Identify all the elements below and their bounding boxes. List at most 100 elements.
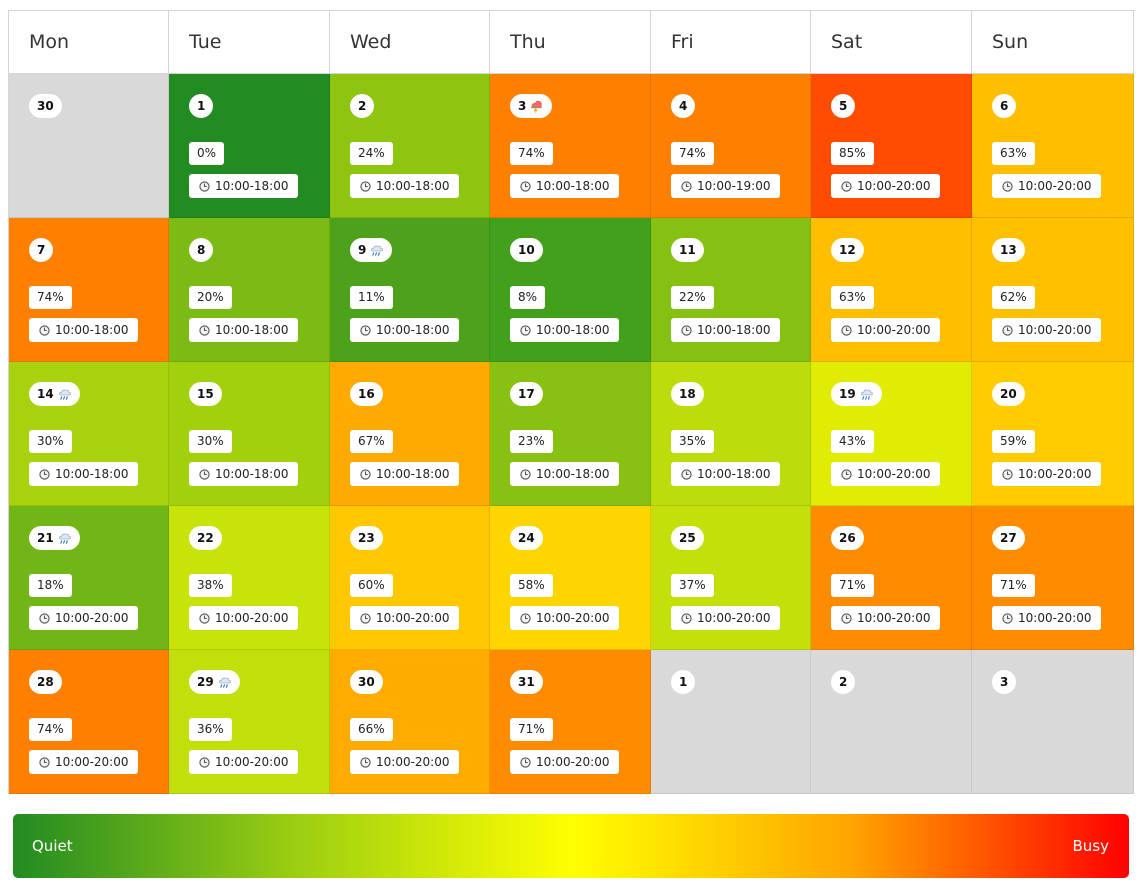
- day-number: 8: [197, 243, 206, 257]
- calendar-day[interactable]: 2 24% 10:00-18:00: [330, 74, 490, 218]
- calendar-day[interactable]: 30 66% 10:00-20:00: [330, 650, 490, 794]
- weekday-header-thu: Thu: [490, 11, 651, 74]
- calendar-day[interactable]: 16 67% 10:00-18:00: [330, 362, 490, 506]
- clock-icon: [360, 756, 371, 768]
- calendar-day[interactable]: 26 71% 10:00-20:00: [811, 506, 972, 650]
- day-number: 20: [1000, 387, 1017, 401]
- opening-hours: 10:00-20:00: [671, 606, 780, 630]
- opening-hours-text: 10:00-18:00: [55, 323, 129, 337]
- opening-hours: 10:00-18:00: [510, 318, 619, 342]
- day-number: 18: [679, 387, 696, 401]
- day-number-badge: 24: [510, 526, 543, 550]
- opening-hours: 10:00-18:00: [350, 462, 459, 486]
- day-number: 22: [197, 531, 214, 545]
- calendar-day[interactable]: 5 85% 10:00-20:00: [811, 74, 972, 218]
- clock-icon: [841, 324, 852, 336]
- day-number-badge: 21: [29, 526, 80, 550]
- busyness-percent: 71%: [831, 574, 874, 597]
- day-number: 6: [1000, 99, 1009, 113]
- calendar-day-outside-month[interactable]: 1: [651, 650, 811, 794]
- day-number-badge: 1: [671, 670, 696, 694]
- calendar-day[interactable]: 31 71% 10:00-20:00: [490, 650, 651, 794]
- calendar-day[interactable]: 17 23% 10:00-18:00: [490, 362, 651, 506]
- clock-icon: [39, 756, 50, 768]
- opening-hours-text: 10:00-20:00: [536, 755, 610, 769]
- day-number-badge: 10: [510, 238, 543, 262]
- opening-hours-text: 10:00-18:00: [376, 467, 450, 481]
- day-number: 30: [37, 99, 54, 113]
- clock-icon: [520, 756, 531, 768]
- opening-hours: 10:00-19:00: [671, 174, 780, 198]
- calendar-day[interactable]: 23 60% 10:00-20:00: [330, 506, 490, 650]
- day-number-badge: 9: [350, 238, 393, 262]
- rain-cloud-icon: [218, 677, 231, 688]
- calendar-day[interactable]: 1 0% 10:00-18:00: [169, 74, 330, 218]
- calendar-day[interactable]: 10 8% 10:00-18:00: [490, 218, 651, 362]
- opening-hours: 10:00-20:00: [831, 318, 940, 342]
- clock-icon: [199, 180, 210, 192]
- opening-hours: 10:00-18:00: [671, 462, 780, 486]
- opening-hours-text: 10:00-20:00: [857, 179, 931, 193]
- opening-hours: 10:00-18:00: [510, 174, 619, 198]
- day-number: 3: [518, 99, 527, 113]
- busyness-percent: 22%: [671, 286, 714, 309]
- calendar-day[interactable]: 4 74% 10:00-19:00: [651, 74, 811, 218]
- calendar-day[interactable]: 13 62% 10:00-20:00: [972, 218, 1134, 362]
- clock-icon: [841, 612, 852, 624]
- calendar-day[interactable]: 24 58% 10:00-20:00: [490, 506, 651, 650]
- day-number: 7: [37, 243, 46, 257]
- clock-icon: [360, 180, 371, 192]
- busyness-percent: 30%: [29, 430, 72, 453]
- calendar-day[interactable]: 11 22% 10:00-18:00: [651, 218, 811, 362]
- calendar-day[interactable]: 8 20% 10:00-18:00: [169, 218, 330, 362]
- weekday-header-fri: Fri: [651, 11, 811, 74]
- calendar-day-outside-month[interactable]: 2: [811, 650, 972, 794]
- calendar-day-outside-month[interactable]: 30: [9, 74, 169, 218]
- calendar-day[interactable]: 27 71% 10:00-20:00: [972, 506, 1134, 650]
- busyness-percent: 63%: [992, 142, 1035, 165]
- calendar-day[interactable]: 7 74% 10:00-18:00: [9, 218, 169, 362]
- calendar-day[interactable]: 9 11% 10:00-18:00: [330, 218, 490, 362]
- calendar-day[interactable]: 29 36% 10:00-20:00: [169, 650, 330, 794]
- day-number-badge: 30: [350, 670, 383, 694]
- day-number-badge: 11: [671, 238, 704, 262]
- busyness-percent: 74%: [29, 718, 72, 741]
- opening-hours: 10:00-20:00: [992, 462, 1101, 486]
- weekday-header-row: Mon Tue Wed Thu Fri Sat Sun: [9, 11, 1135, 74]
- clock-icon: [841, 468, 852, 480]
- week-row: 21 18% 10:00-20:00 22 38% 10:00-20:00 23 60% 10:…: [9, 506, 1135, 650]
- calendar-day[interactable]: 28 74% 10:00-20:00: [9, 650, 169, 794]
- opening-hours-text: 10:00-20:00: [1018, 467, 1092, 481]
- busyness-percent: 24%: [350, 142, 393, 165]
- day-number-badge: 7: [29, 238, 54, 262]
- calendar-day[interactable]: 12 63% 10:00-20:00: [811, 218, 972, 362]
- calendar-day[interactable]: 19 43% 10:00-20:00: [811, 362, 972, 506]
- clock-icon: [681, 180, 692, 192]
- day-number: 10: [518, 243, 535, 257]
- calendar-day[interactable]: 14 30% 10:00-18:00: [9, 362, 169, 506]
- opening-hours: 10:00-20:00: [510, 750, 619, 774]
- calendar-day[interactable]: 15 30% 10:00-18:00: [169, 362, 330, 506]
- calendar-day-outside-month[interactable]: 3: [972, 650, 1134, 794]
- day-number: 2: [839, 675, 848, 689]
- calendar-day[interactable]: 25 37% 10:00-20:00: [651, 506, 811, 650]
- clock-icon: [520, 612, 531, 624]
- calendar-day[interactable]: 3 74% 10:00-18:00: [490, 74, 651, 218]
- opening-hours-text: 10:00-18:00: [376, 323, 450, 337]
- clock-icon: [199, 612, 210, 624]
- calendar-day[interactable]: 22 38% 10:00-20:00: [169, 506, 330, 650]
- opening-hours: 10:00-18:00: [350, 318, 459, 342]
- calendar-day[interactable]: 6 63% 10:00-20:00: [972, 74, 1134, 218]
- busyness-percent: 74%: [29, 286, 72, 309]
- calendar-day[interactable]: 21 18% 10:00-20:00: [9, 506, 169, 650]
- opening-hours-text: 10:00-20:00: [215, 755, 289, 769]
- busyness-percent: 66%: [350, 718, 393, 741]
- weekday-header-sat: Sat: [811, 11, 972, 74]
- calendar-day[interactable]: 18 35% 10:00-18:00: [651, 362, 811, 506]
- calendar-day[interactable]: 20 59% 10:00-20:00: [972, 362, 1134, 506]
- clock-icon: [520, 324, 531, 336]
- weekday-header-wed: Wed: [330, 11, 490, 74]
- opening-hours: 10:00-20:00: [350, 606, 459, 630]
- day-number-badge: 15: [189, 382, 222, 406]
- day-number: 14: [37, 387, 54, 401]
